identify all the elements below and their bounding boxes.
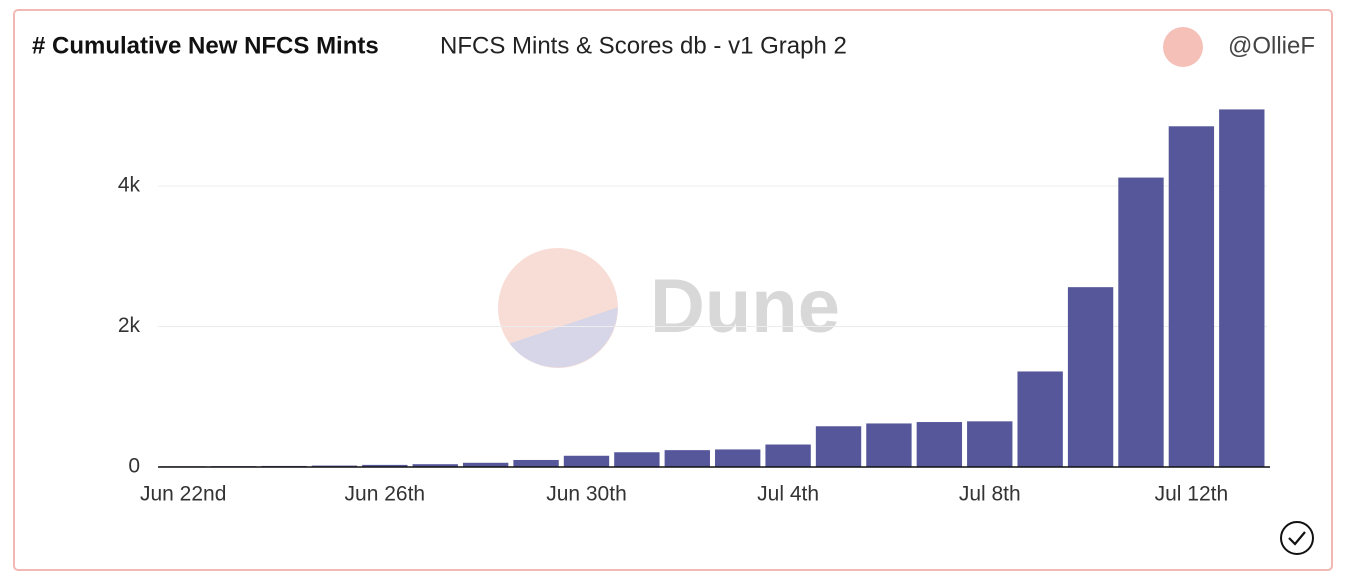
x-tick-label: Jun 22nd (140, 483, 226, 506)
author[interactable]: @OllieF (1228, 32, 1315, 59)
x-tick-label: Jun 30th (546, 483, 627, 506)
watermark: Dune (498, 248, 840, 368)
bar (664, 450, 710, 467)
bar (513, 459, 559, 467)
bar (916, 422, 963, 467)
bar (715, 449, 761, 467)
x-tick-label: Jul 4th (757, 483, 819, 506)
bar (1118, 177, 1164, 467)
bar (412, 464, 458, 467)
chart-title: # Cumulative New NFCS Mints (32, 32, 379, 59)
bar (1219, 109, 1265, 468)
bar (462, 462, 509, 467)
bar (765, 444, 811, 467)
check-icon[interactable] (1280, 521, 1314, 555)
watermark-text: Dune (650, 264, 840, 349)
x-tick-label: Jul 8th (959, 483, 1021, 506)
check-circle (1280, 521, 1314, 555)
avatar (1163, 27, 1203, 67)
bar (563, 455, 610, 467)
bar (866, 423, 912, 467)
bar (1067, 287, 1114, 467)
bar (614, 452, 660, 467)
bar (1168, 126, 1215, 467)
y-tick-label: 4k (118, 174, 141, 197)
y-tick-label: 2k (118, 314, 141, 337)
x-tick-label: Jun 26th (345, 483, 426, 506)
chart-subtitle: NFCS Mints & Scores db - v1 Graph 2 (440, 32, 847, 59)
bar (815, 426, 862, 467)
x-tick-label: Jul 12th (1155, 483, 1229, 506)
bar (1017, 371, 1063, 467)
bar (967, 421, 1013, 467)
watermark-logo-bottom (509, 307, 618, 368)
y-tick-label: 0 (128, 455, 140, 478)
bar (362, 464, 408, 467)
check-mark (1288, 531, 1306, 546)
